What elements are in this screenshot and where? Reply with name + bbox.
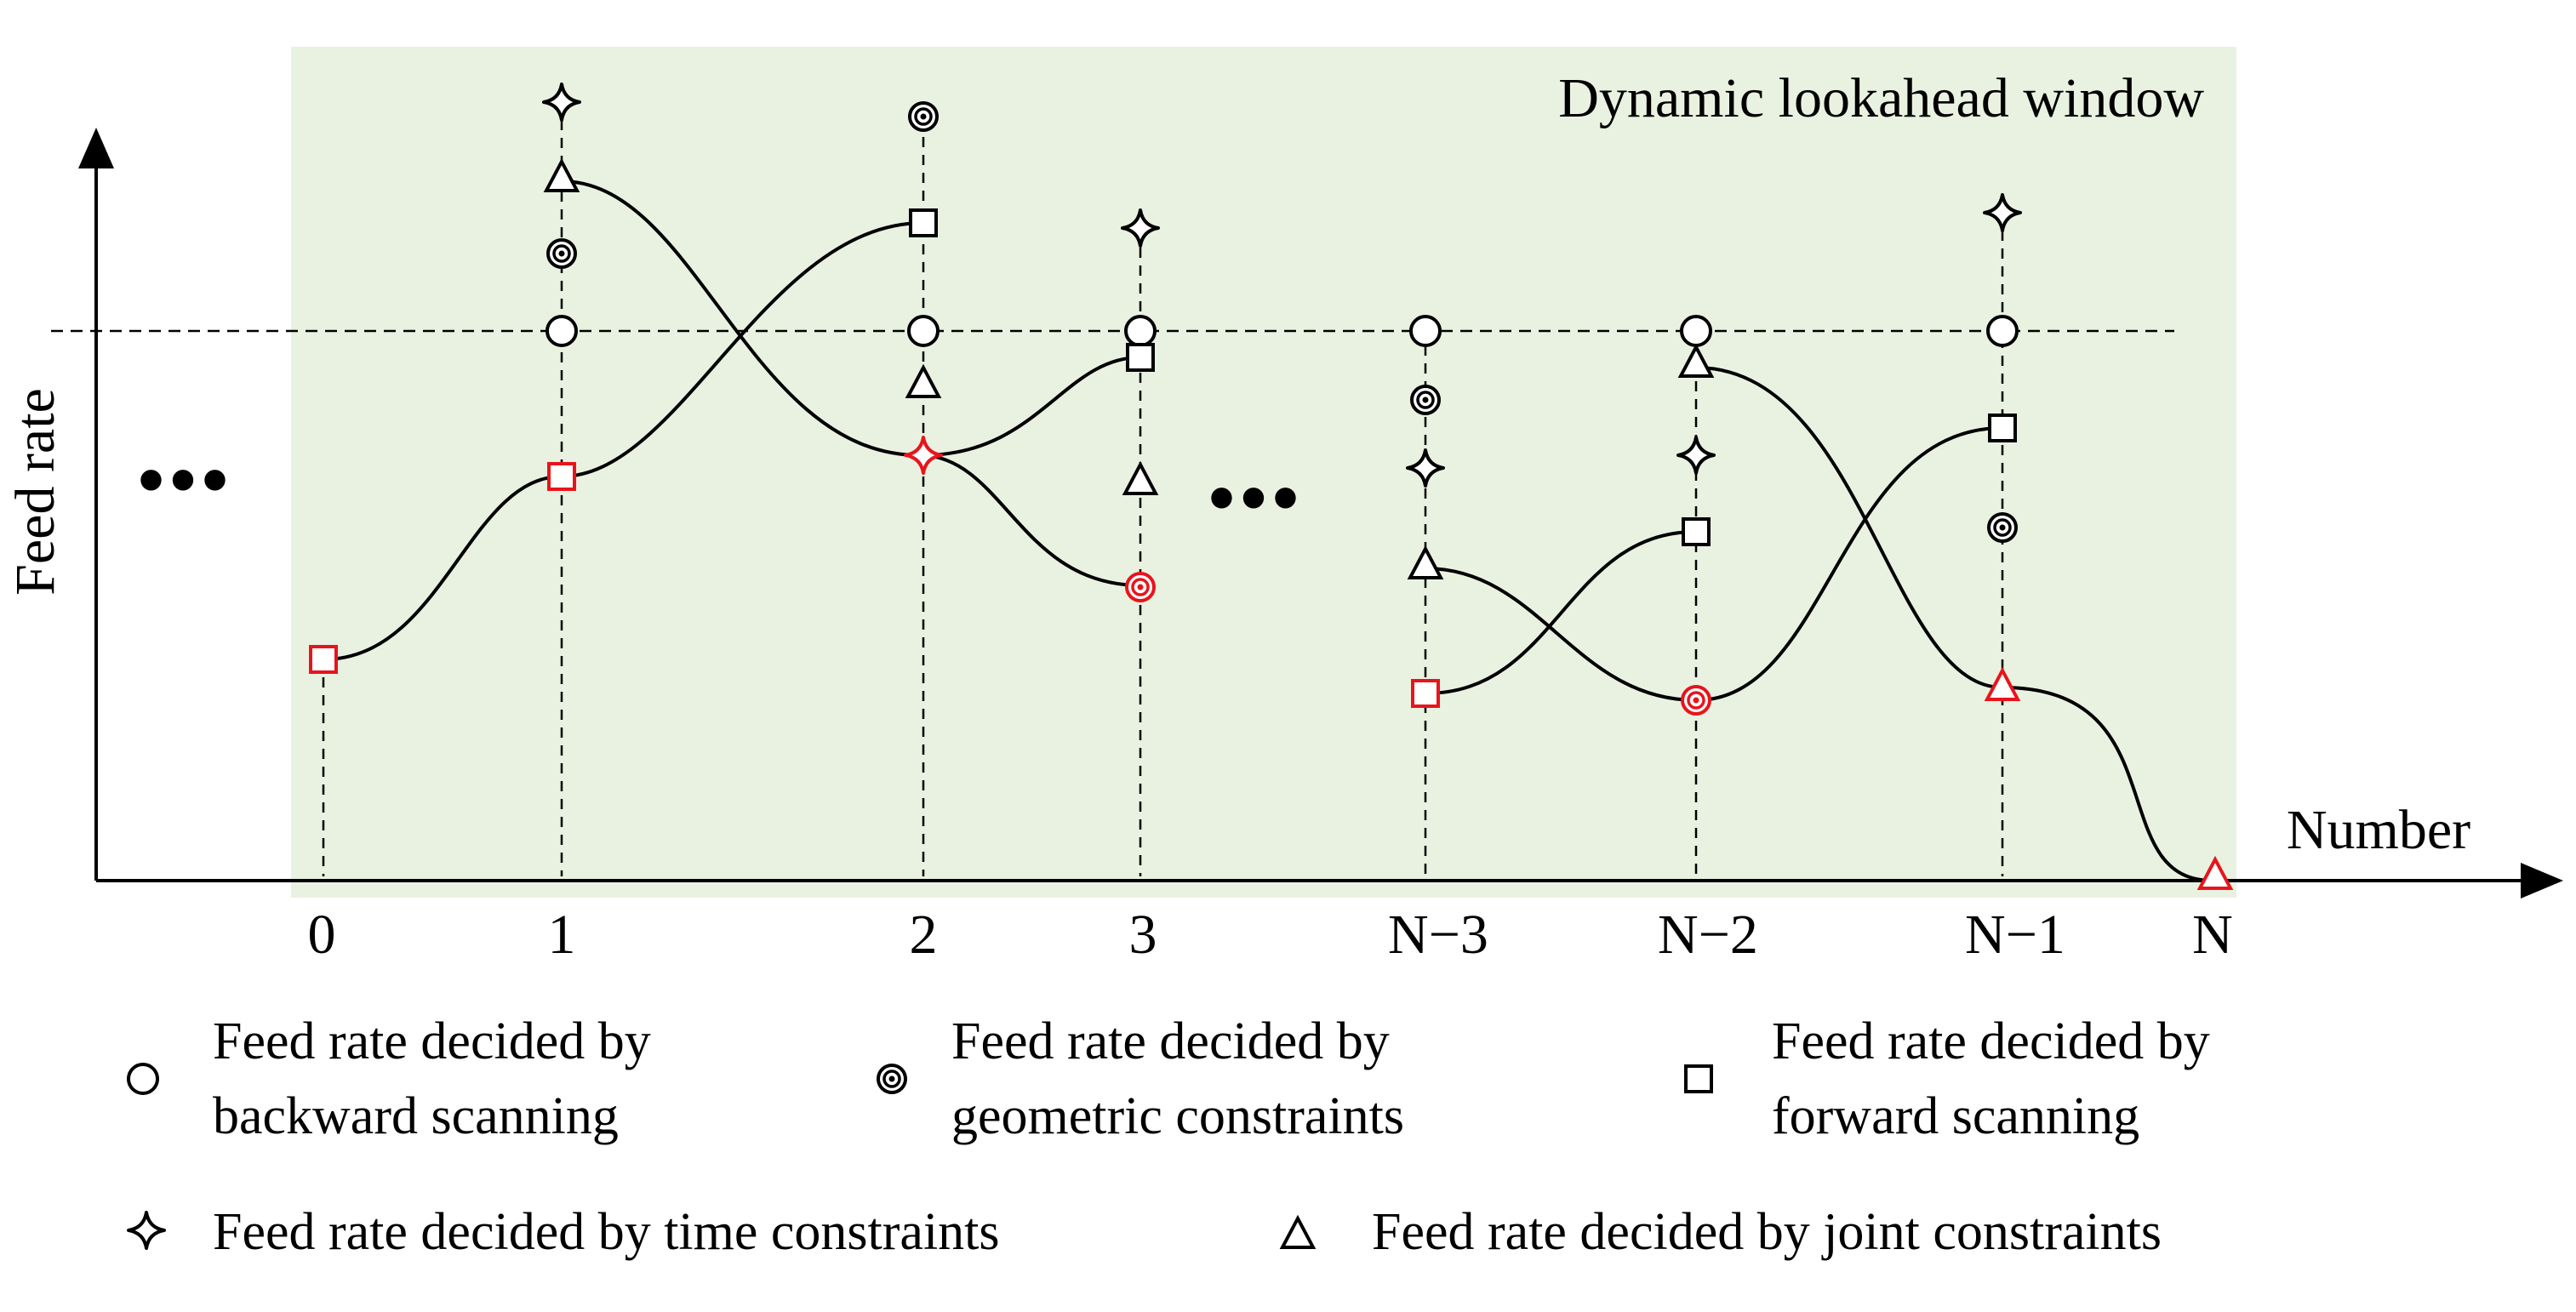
legend-item-geometric: Feed rate decided by geometric constrain…: [951, 1004, 1404, 1154]
square-marker-icon: [1682, 517, 1711, 546]
target-marker-icon: [1681, 685, 1711, 716]
legend-item-backward: Feed rate decided by backward scanning: [213, 1004, 651, 1154]
square-marker-icon: [309, 645, 338, 674]
legend-text: Feed rate decided by: [951, 1013, 1390, 1070]
ellipsis-left: •••: [138, 438, 234, 522]
y-axis-label: Feed rate: [4, 388, 66, 596]
target-marker-icon: [908, 101, 939, 132]
legend-item-forward: Feed rate decided by forward scanning: [1772, 1004, 2210, 1154]
circle-marker-icon: [1409, 315, 1442, 347]
x-tick-label-3: 3: [1129, 904, 1157, 966]
x-axis-label: Number: [2287, 799, 2470, 861]
legend-star-marker-icon: [127, 1211, 166, 1250]
legend-text: Feed rate decided by: [1772, 1013, 2210, 1070]
legend-circle-marker-icon: [127, 1063, 159, 1095]
square-marker-icon: [1411, 679, 1440, 708]
x-tick-label-n: N: [2192, 904, 2233, 966]
legend-text: geometric constraints: [951, 1087, 1404, 1145]
circle-marker-icon: [545, 315, 578, 347]
square-marker-icon: [1988, 414, 2017, 442]
x-axis-arrow-icon: [2521, 863, 2563, 898]
square-marker-icon: [909, 208, 938, 237]
circle-marker-icon: [1986, 315, 2019, 347]
lookahead-window: [291, 47, 2236, 898]
x-tick-label-2: 2: [910, 904, 938, 966]
square-marker-icon: [1126, 343, 1155, 372]
target-marker-icon: [1410, 385, 1441, 415]
circle-marker-icon: [1680, 315, 1712, 347]
legend-item-joint: Feed rate decided by joint constraints: [1372, 1195, 2162, 1269]
legend-text: Feed rate decided by time constraints: [213, 1203, 1000, 1261]
x-tick-label-0: 0: [308, 904, 336, 966]
target-marker-icon: [1987, 512, 2018, 543]
legend-text: forward scanning: [1772, 1087, 2140, 1145]
backward-curve-a: [561, 180, 1141, 458]
legend-item-time: Feed rate decided by time constraints: [213, 1195, 1000, 1269]
x-tick-label-n2: N−2: [1658, 904, 1758, 966]
legend-target-marker-icon: [877, 1064, 907, 1094]
legend-text: Feed rate decided by joint constraints: [1372, 1203, 2162, 1261]
square-marker-icon: [547, 462, 576, 491]
target-marker-icon: [1125, 572, 1156, 602]
legend-text: Feed rate decided by: [213, 1013, 651, 1070]
axes: [78, 128, 2563, 898]
legend-triangle-marker-icon: [1281, 1217, 1315, 1249]
forward-curve-b: [1425, 530, 1697, 695]
decel-curve-a: [922, 453, 1141, 587]
x-tick-label-n1: N−1: [1965, 904, 2065, 966]
backward-curve-b: [1425, 426, 2003, 703]
x-tick-labels: 0 1 2 3 N−3 N−2 N−1 N: [308, 904, 2233, 966]
circle-marker-icon: [1124, 315, 1157, 347]
x-tick-label-n3: N−3: [1388, 904, 1488, 966]
circle-marker-icon: [907, 315, 940, 347]
legend-text: backward scanning: [213, 1087, 619, 1145]
legend-square-marker-icon: [1684, 1064, 1713, 1093]
x-tick-label-1: 1: [548, 904, 576, 966]
y-axis-arrow-icon: [78, 128, 114, 168]
target-marker-icon: [546, 238, 577, 269]
window-title: Dynamic lookahead window: [1558, 67, 2204, 129]
ellipsis-middle: •••: [1208, 456, 1305, 540]
